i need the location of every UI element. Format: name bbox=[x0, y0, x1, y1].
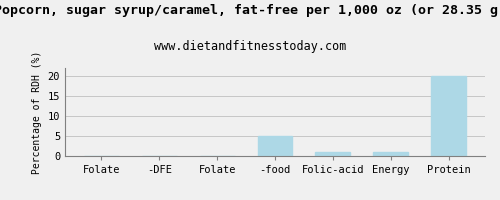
Text: Popcorn, sugar syrup/caramel, fat-free per 1,000 oz (or 28.35 g): Popcorn, sugar syrup/caramel, fat-free p… bbox=[0, 4, 500, 17]
Bar bbox=[316, 152, 350, 156]
Bar bbox=[258, 136, 292, 156]
Y-axis label: Percentage of RDH (%): Percentage of RDH (%) bbox=[32, 50, 42, 174]
Text: www.dietandfitnesstoday.com: www.dietandfitnesstoday.com bbox=[154, 40, 346, 53]
Bar bbox=[374, 152, 408, 156]
Bar bbox=[431, 76, 466, 156]
